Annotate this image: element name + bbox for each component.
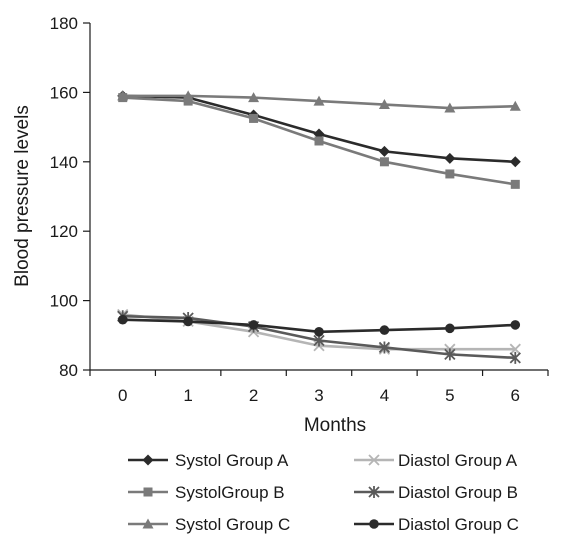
legend-marker bbox=[142, 454, 154, 466]
series-layer bbox=[117, 90, 521, 364]
data-point bbox=[248, 92, 260, 103]
legend-item: Diastol Group A bbox=[354, 451, 518, 470]
y-tick-label: 160 bbox=[50, 83, 78, 102]
y-axis-ticks: 80 100 120 140 160 180 bbox=[50, 14, 90, 380]
legend-label: Systol Group A bbox=[175, 451, 289, 470]
data-point bbox=[314, 136, 324, 146]
data-point bbox=[313, 95, 325, 106]
legend-item: Diastol Group C bbox=[354, 515, 519, 534]
data-point bbox=[248, 320, 259, 330]
legend-item: SystolGroup B bbox=[128, 483, 285, 502]
y-tick-label: 100 bbox=[50, 292, 78, 311]
legend: Systol Group A SystolGroup B Systol Group … bbox=[128, 451, 519, 534]
data-point bbox=[509, 100, 521, 111]
series-5 bbox=[117, 310, 521, 364]
legend-label: SystolGroup B bbox=[175, 483, 285, 502]
x-tick-label: 6 bbox=[511, 386, 520, 405]
legend-label: Diastol Group A bbox=[398, 451, 518, 470]
plot-area: 80 100 120 140 160 180 0 1 2 3 4 5 6 bbox=[50, 14, 549, 405]
data-point bbox=[510, 320, 521, 330]
x-axis-ticks: 0 1 2 3 4 5 6 bbox=[89, 370, 549, 405]
data-point bbox=[379, 325, 390, 335]
data-point bbox=[117, 314, 128, 325]
data-point bbox=[445, 323, 455, 334]
data-point bbox=[117, 90, 129, 101]
y-tick-label: 120 bbox=[50, 222, 78, 241]
series-3 bbox=[117, 90, 521, 113]
x-tick-label: 1 bbox=[183, 386, 192, 405]
data-point bbox=[378, 99, 390, 110]
data-point bbox=[509, 156, 521, 168]
data-point bbox=[444, 152, 456, 164]
y-tick-label: 80 bbox=[59, 361, 78, 380]
data-point bbox=[314, 327, 324, 337]
data-point bbox=[379, 157, 389, 167]
y-tick-label: 180 bbox=[50, 14, 78, 33]
series-6 bbox=[117, 314, 521, 337]
data-point bbox=[509, 343, 521, 355]
data-point bbox=[510, 179, 520, 189]
data-point bbox=[249, 113, 259, 123]
legend-item: Diastol Group B bbox=[354, 483, 518, 502]
data-point bbox=[378, 145, 390, 157]
legend-label: Diastol Group B bbox=[398, 483, 518, 502]
legend-marker bbox=[368, 486, 380, 498]
legend-item: Systol Group A bbox=[128, 451, 289, 470]
legend-marker bbox=[142, 518, 154, 529]
data-point bbox=[444, 348, 456, 361]
legend-label: Diastol Group C bbox=[398, 515, 519, 534]
data-point bbox=[445, 169, 455, 179]
x-tick-label: 5 bbox=[445, 386, 454, 405]
legend-marker bbox=[143, 487, 153, 497]
x-tick-label: 2 bbox=[249, 386, 258, 405]
data-point bbox=[183, 96, 193, 106]
legend-label: Systol Group C bbox=[175, 515, 290, 534]
x-tick-label: 3 bbox=[314, 386, 323, 405]
x-axis-label: Months bbox=[304, 415, 366, 436]
data-point bbox=[183, 316, 193, 327]
legend-marker bbox=[368, 454, 380, 466]
data-point bbox=[444, 102, 456, 113]
data-point bbox=[509, 351, 521, 364]
legend-item: Systol Group C bbox=[128, 515, 290, 534]
x-tick-label: 0 bbox=[118, 386, 127, 405]
y-tick-label: 140 bbox=[50, 153, 78, 172]
x-tick-label: 4 bbox=[380, 386, 389, 405]
y-axis-label: Blood pressure levels bbox=[12, 105, 33, 287]
legend-marker bbox=[369, 519, 379, 529]
data-point bbox=[378, 341, 391, 354]
data-point bbox=[182, 90, 194, 101]
